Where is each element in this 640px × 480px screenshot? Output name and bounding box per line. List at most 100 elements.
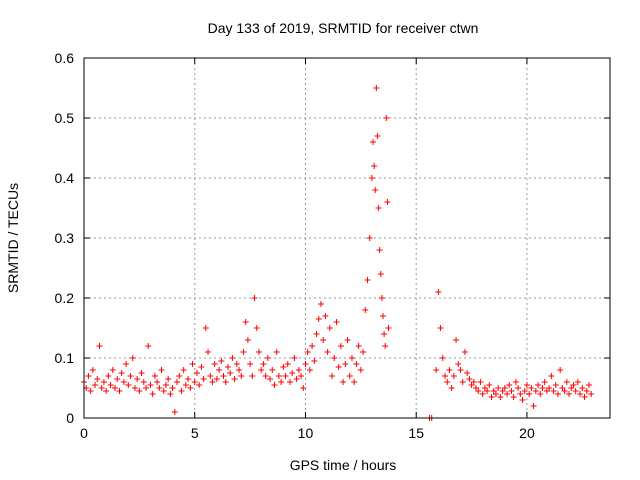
y-tick-label: 0.2 bbox=[55, 290, 75, 306]
data-point bbox=[282, 373, 289, 379]
ticks: 0 5 10 15 20 0 0.1 0.2 0.3 0.4 0.5 0.6 bbox=[55, 50, 610, 441]
data-point bbox=[114, 376, 121, 382]
data-point bbox=[375, 205, 382, 211]
data-point bbox=[220, 373, 227, 379]
data-point bbox=[251, 295, 258, 301]
data-point bbox=[517, 391, 524, 397]
data-point bbox=[557, 367, 564, 373]
data-point bbox=[378, 295, 385, 301]
data-point bbox=[289, 370, 296, 376]
data-point bbox=[362, 307, 369, 313]
data-point bbox=[439, 355, 446, 361]
data-point bbox=[304, 349, 311, 355]
data-point bbox=[331, 355, 338, 361]
data-point bbox=[585, 382, 592, 388]
data-point bbox=[258, 367, 265, 373]
y-tick-label: 0.6 bbox=[55, 50, 75, 66]
data-point bbox=[486, 382, 493, 388]
data-point bbox=[260, 361, 267, 367]
data-point bbox=[342, 361, 349, 367]
data-point bbox=[371, 163, 378, 169]
data-point bbox=[123, 361, 130, 367]
data-point bbox=[515, 385, 522, 391]
data-point bbox=[459, 379, 466, 385]
data-point bbox=[475, 388, 482, 394]
data-point bbox=[512, 379, 519, 385]
data-point bbox=[125, 382, 132, 388]
data-point bbox=[205, 349, 212, 355]
data-point bbox=[464, 370, 471, 376]
data-point bbox=[526, 391, 533, 397]
data-point bbox=[521, 388, 528, 394]
data-point bbox=[466, 376, 473, 382]
data-point bbox=[193, 370, 200, 376]
data-point bbox=[185, 376, 192, 382]
y-axis-label: SRMTID / TECUs bbox=[5, 183, 21, 293]
data-point bbox=[570, 382, 577, 388]
data-point bbox=[508, 388, 515, 394]
data-point bbox=[147, 382, 154, 388]
data-point bbox=[127, 373, 134, 379]
data-point bbox=[140, 379, 147, 385]
data-point bbox=[92, 382, 99, 388]
data-point bbox=[105, 373, 112, 379]
data-point bbox=[200, 376, 207, 382]
data-point bbox=[236, 367, 243, 373]
data-point bbox=[373, 85, 380, 91]
data-point bbox=[566, 391, 573, 397]
data-point bbox=[249, 373, 256, 379]
data-point bbox=[171, 409, 178, 415]
data-point bbox=[519, 397, 526, 403]
data-point bbox=[191, 379, 198, 385]
x-tick-label: 5 bbox=[191, 425, 199, 441]
data-point bbox=[267, 376, 274, 382]
data-point bbox=[180, 367, 187, 373]
data-point bbox=[207, 373, 214, 379]
data-point bbox=[182, 382, 189, 388]
data-point bbox=[218, 358, 225, 364]
data-point bbox=[165, 376, 172, 382]
data-point bbox=[535, 382, 542, 388]
y-tick-label: 0.5 bbox=[55, 110, 75, 126]
data-point bbox=[504, 391, 511, 397]
data-point bbox=[298, 373, 305, 379]
data-point bbox=[376, 247, 383, 253]
data-point bbox=[461, 349, 468, 355]
data-point bbox=[368, 175, 375, 181]
data-point bbox=[94, 376, 101, 382]
x-axis-label: GPS time / hours bbox=[290, 457, 397, 473]
data-point bbox=[96, 343, 103, 349]
data-point bbox=[588, 391, 595, 397]
data-point bbox=[374, 133, 381, 139]
x-tick-label: 0 bbox=[80, 425, 88, 441]
data-point bbox=[379, 313, 386, 319]
data-point bbox=[574, 379, 581, 385]
data-point bbox=[255, 349, 262, 355]
data-point bbox=[320, 337, 327, 343]
data-point bbox=[238, 373, 245, 379]
data-point bbox=[541, 379, 548, 385]
data-point bbox=[530, 403, 537, 409]
data-point bbox=[470, 379, 477, 385]
data-point bbox=[437, 325, 444, 331]
data-point bbox=[129, 355, 136, 361]
x-tick-label: 15 bbox=[408, 425, 424, 441]
data-point bbox=[552, 382, 559, 388]
data-point bbox=[360, 349, 367, 355]
data-point bbox=[506, 382, 513, 388]
data-point bbox=[450, 373, 457, 379]
data-point bbox=[156, 385, 163, 391]
data-point bbox=[435, 289, 442, 295]
data-point bbox=[280, 364, 287, 370]
data-point bbox=[174, 379, 181, 385]
data-point bbox=[442, 373, 449, 379]
chart-title: Day 133 of 2019, SRMTID for receiver ctw… bbox=[208, 20, 479, 36]
data-point bbox=[448, 385, 455, 391]
data-point bbox=[136, 388, 143, 394]
data-point bbox=[488, 394, 495, 400]
data-point bbox=[222, 379, 229, 385]
data-points bbox=[81, 85, 595, 421]
data-point bbox=[176, 373, 183, 379]
